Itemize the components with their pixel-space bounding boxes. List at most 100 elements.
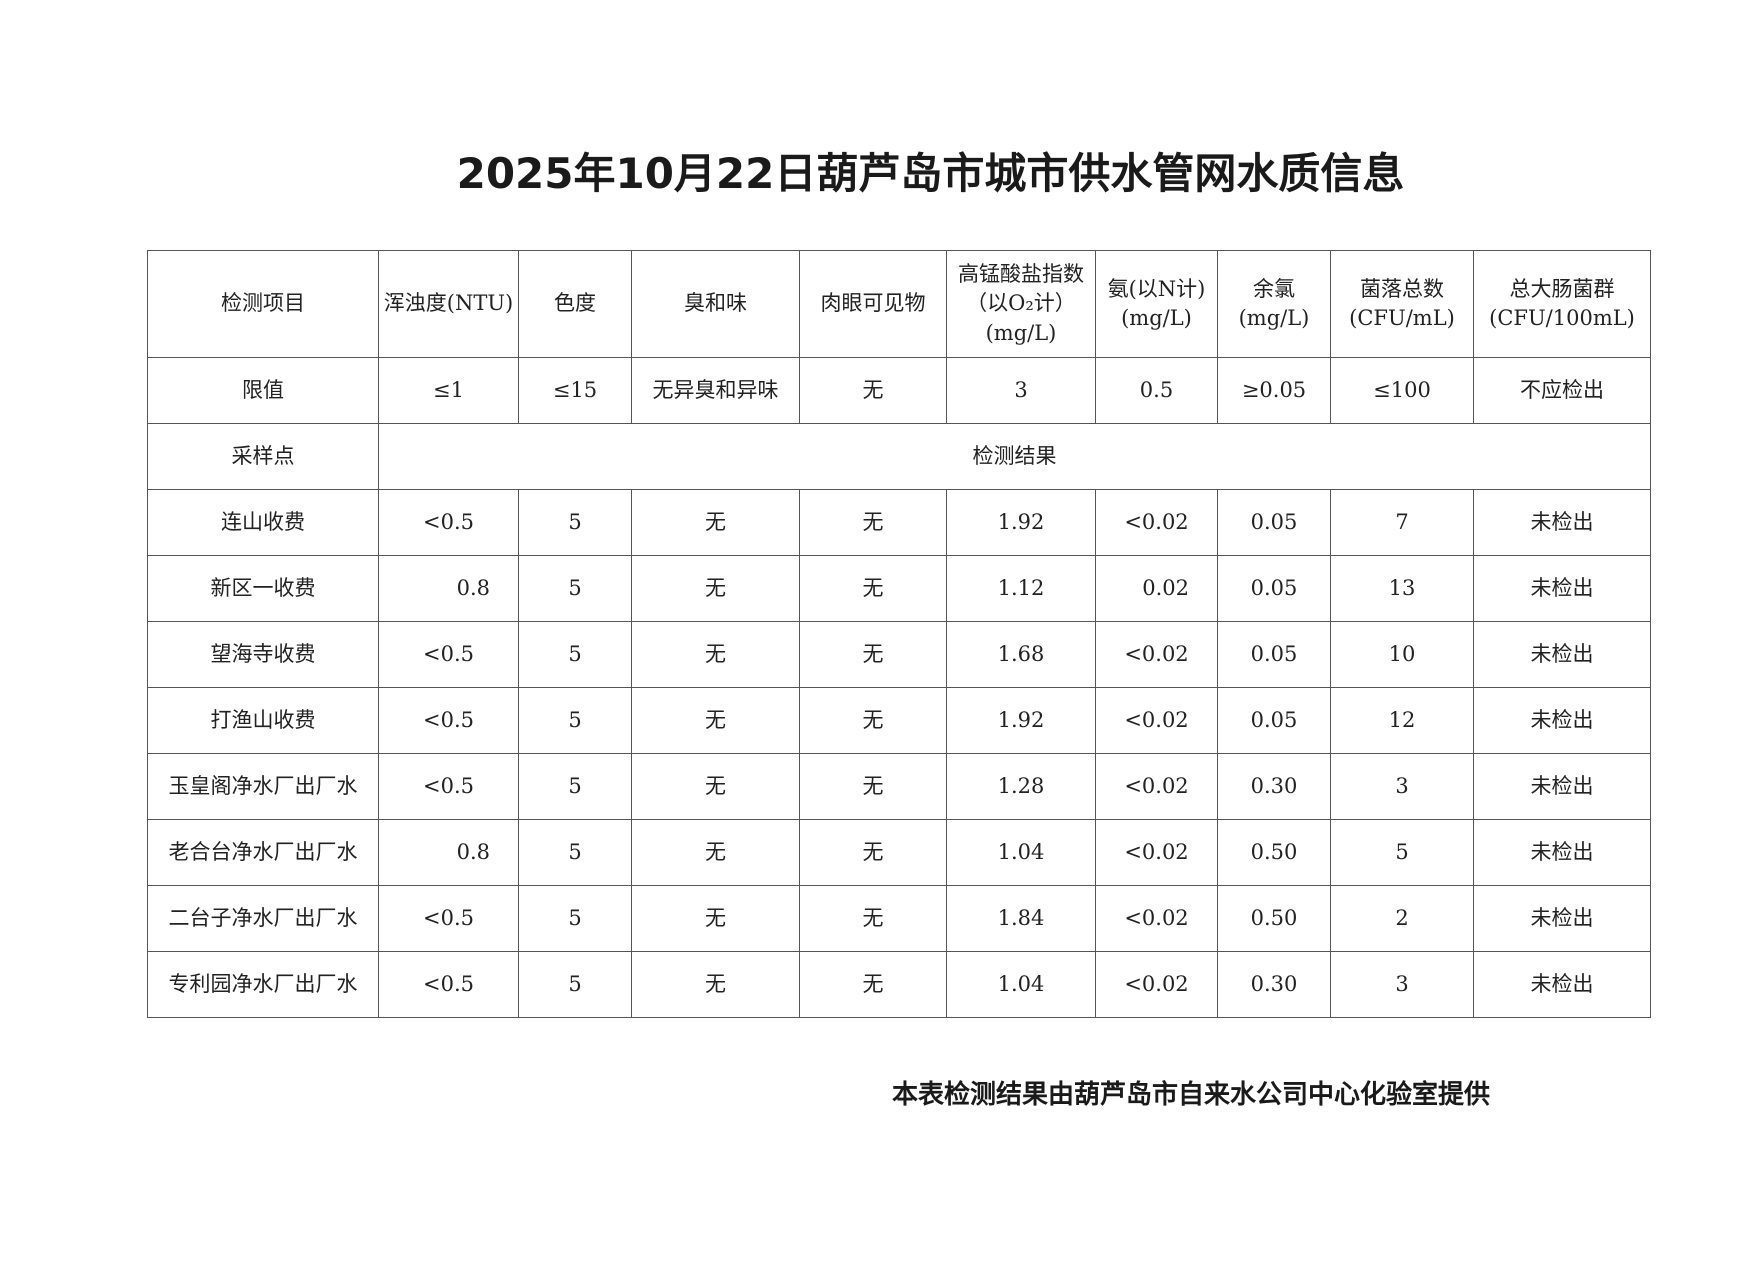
- table-cell: 0.8: [378, 819, 519, 886]
- table-cell: 1.92: [946, 489, 1096, 556]
- table-cell: 打渔山收费: [147, 687, 379, 754]
- table-cell: 5: [518, 951, 632, 1018]
- table-cell: <0.5: [378, 951, 519, 1018]
- table-cell: 无: [631, 489, 800, 556]
- limit-row: 限值 ≤1 ≤15 无异臭和异味无 3 0.5 ≥0.05 ≤100 不应检出: [147, 357, 1651, 424]
- table-cell: 5: [518, 753, 632, 820]
- table-cell: 无: [799, 357, 947, 424]
- table-row: 连山收费 <0.5 5 无无 1.92 <0.02 0.05 7 未检出: [147, 489, 1651, 556]
- table-cell: 未检出: [1473, 819, 1651, 886]
- water-quality-table: 检测项目 浑浊度(NTU) 色度 臭和味 肉眼可见物 高锰酸盐指数（以O₂计）(mg/L)…: [147, 250, 1651, 1018]
- table-cell: 未检出: [1473, 555, 1651, 622]
- table-cell: 无: [631, 753, 800, 820]
- table-cell: 3: [1330, 753, 1474, 820]
- table-cell: <0.02: [1095, 753, 1218, 820]
- table-cell: 13: [1330, 555, 1474, 622]
- table-cell: <0.5: [378, 687, 519, 754]
- document-title: 2025年10月22日葫芦岛市城市供水管网水质信息: [456, 149, 1405, 198]
- table-cell: 未检出: [1473, 489, 1651, 556]
- table-cell: 1.68: [946, 621, 1096, 688]
- table-cell: 1.04: [946, 819, 1096, 886]
- table-cell: 氨(以N计)(mg/L): [1095, 250, 1218, 358]
- table-cell: 肉眼可见物: [799, 250, 947, 358]
- section-row: 采样点 检测结果: [147, 423, 1651, 490]
- table-cell: 未检出: [1473, 753, 1651, 820]
- table-cell: 1.28: [946, 753, 1096, 820]
- table-cell: ≤1: [378, 357, 519, 424]
- table-cell: 浑浊度(NTU): [378, 250, 519, 358]
- table-cell: 0.05: [1217, 555, 1331, 622]
- table-cell: 0.5: [1095, 357, 1218, 424]
- table-cell: 检测项目: [147, 250, 379, 358]
- table-cell: 12: [1330, 687, 1474, 754]
- table-cell: 不应检出: [1473, 357, 1651, 424]
- table-row: 打渔山收费 <0.5 5 无无 1.92 <0.02 0.05 12 未检出: [147, 687, 1651, 754]
- table-cell: 新区一收费: [147, 555, 379, 622]
- table-cell: 未检出: [1473, 687, 1651, 754]
- table-cell: 限值: [147, 357, 379, 424]
- table-cell: 0.30: [1217, 951, 1331, 1018]
- table-cell: 2: [1330, 885, 1474, 952]
- table-cell: 5: [518, 489, 632, 556]
- table-cell: 5: [518, 819, 632, 886]
- header-row: 检测项目 浑浊度(NTU) 色度 臭和味 肉眼可见物 高锰酸盐指数（以O₂计）(mg/L)…: [147, 250, 1651, 358]
- table-cell: <0.02: [1095, 885, 1218, 952]
- table-cell: <0.5: [378, 621, 519, 688]
- table-cell: 0.05: [1217, 621, 1331, 688]
- table-cell: 0.02: [1095, 555, 1218, 622]
- table-cell: ≥0.05: [1217, 357, 1331, 424]
- table-cell: <0.02: [1095, 621, 1218, 688]
- table-cell: 0.05: [1217, 687, 1331, 754]
- table-cell: 无: [799, 555, 947, 622]
- table-cell: 老合台净水厂出厂水: [147, 819, 379, 886]
- table-cell: 无: [799, 489, 947, 556]
- table-cell: 无: [631, 687, 800, 754]
- table-cell: <0.02: [1095, 489, 1218, 556]
- table-cell: 无: [799, 951, 947, 1018]
- table-cell: 0.05: [1217, 489, 1331, 556]
- table-cell: 1.92: [946, 687, 1096, 754]
- table-cell: ≤15: [518, 357, 632, 424]
- table-cell: 0.30: [1217, 753, 1331, 820]
- table-cell: 1.84: [946, 885, 1096, 952]
- table-row: 老合台净水厂出厂水 0.8 5 无无 1.04 <0.02 0.50 5 未检出: [147, 819, 1651, 886]
- table-cell: <0.02: [1095, 951, 1218, 1018]
- table-cell: 高锰酸盐指数（以O₂计）(mg/L): [946, 250, 1096, 358]
- table-cell: 0.50: [1217, 885, 1331, 952]
- table-cell: 色度: [518, 250, 632, 358]
- table-cell: 3: [1330, 951, 1474, 1018]
- table-cell: 无: [631, 555, 800, 622]
- table-cell: 无: [631, 885, 800, 952]
- table-cell: 未检出: [1473, 621, 1651, 688]
- table-row: 望海寺收费 <0.5 5 无无 1.68 <0.02 0.05 10 未检出: [147, 621, 1651, 688]
- table-cell: 连山收费: [147, 489, 379, 556]
- table-cell: 10: [1330, 621, 1474, 688]
- table-cell: 5: [1330, 819, 1474, 886]
- table-cell: 余氯(mg/L): [1217, 250, 1331, 358]
- table-cell: <0.5: [378, 753, 519, 820]
- table-cell: 未检出: [1473, 885, 1651, 952]
- table-cell: 5: [518, 885, 632, 952]
- table-cell: 1.04: [946, 951, 1096, 1018]
- table-cell: <0.5: [378, 885, 519, 952]
- table-cell: 总大肠菌群(CFU/100mL): [1473, 250, 1651, 358]
- table-cell: 7: [1330, 489, 1474, 556]
- table-cell: 专利园净水厂出厂水: [147, 951, 379, 1018]
- table-cell: 0.8: [378, 555, 519, 622]
- table-row: 新区一收费 0.8 5 无无 1.12 0.02 0.05 13 未检出: [147, 555, 1651, 622]
- table-row: 专利园净水厂出厂水 <0.5 5 无无 1.04 <0.02 0.30 3 未检出: [147, 951, 1651, 1018]
- footer-note: 本表检测结果由葫芦岛市自来水公司中心化验室提供: [892, 1080, 1491, 1110]
- table-cell: 无: [799, 753, 947, 820]
- table-cell: <0.5: [378, 489, 519, 556]
- table-cell: 二台子净水厂出厂水: [147, 885, 379, 952]
- table-cell: 未检出: [1473, 951, 1651, 1018]
- table-cell: 1.12: [946, 555, 1096, 622]
- table-cell: 望海寺收费: [147, 621, 379, 688]
- table-cell: 臭和味: [631, 250, 800, 358]
- table-cell: 无: [631, 819, 800, 886]
- table-row: 玉皇阁净水厂出厂水 <0.5 5 无无 1.28 <0.02 0.30 3 未检出: [147, 753, 1651, 820]
- table-cell: 无: [799, 621, 947, 688]
- table-cell: 玉皇阁净水厂出厂水: [147, 753, 379, 820]
- section-cell: 采样点: [147, 423, 379, 490]
- table-cell: 无: [631, 621, 800, 688]
